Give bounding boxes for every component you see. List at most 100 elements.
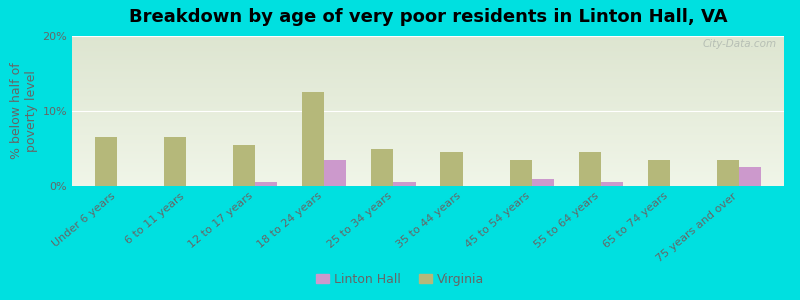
Bar <box>72 60 784 61</box>
Bar <box>72 38 784 39</box>
Bar <box>72 46 784 47</box>
Bar <box>578 152 601 186</box>
Bar <box>72 51 784 52</box>
Bar <box>72 109 784 110</box>
Bar <box>72 140 784 141</box>
Bar <box>72 118 784 119</box>
Bar <box>72 165 784 166</box>
Bar <box>72 79 784 80</box>
Bar <box>72 84 784 85</box>
Bar <box>72 167 784 168</box>
Bar <box>72 44 784 45</box>
Bar <box>72 47 784 48</box>
Bar <box>72 62 784 63</box>
Bar <box>72 180 784 181</box>
Bar <box>72 150 784 151</box>
Bar <box>72 59 784 60</box>
Bar <box>72 147 784 148</box>
Bar <box>72 95 784 96</box>
Bar <box>72 108 784 109</box>
Bar <box>72 151 784 152</box>
Legend: Linton Hall, Virginia: Linton Hall, Virginia <box>311 268 489 291</box>
Bar <box>72 73 784 74</box>
Bar <box>72 69 784 70</box>
Bar <box>739 167 761 186</box>
Bar <box>72 99 784 100</box>
Bar <box>72 139 784 140</box>
Bar <box>72 112 784 113</box>
Bar <box>72 124 784 125</box>
Bar <box>72 106 784 107</box>
Bar <box>72 161 784 162</box>
Bar <box>72 98 784 99</box>
Bar <box>72 175 784 176</box>
Bar <box>72 173 784 174</box>
Bar <box>72 40 784 41</box>
Bar <box>441 152 462 186</box>
Bar <box>72 67 784 68</box>
Bar <box>72 156 784 157</box>
Bar <box>72 143 784 144</box>
Bar <box>72 123 784 124</box>
Bar <box>72 50 784 51</box>
Bar <box>72 54 784 55</box>
Bar <box>72 42 784 43</box>
Bar <box>72 52 784 53</box>
Bar <box>72 132 784 133</box>
Bar <box>72 154 784 155</box>
Bar <box>72 82 784 83</box>
Bar <box>72 81 784 82</box>
Bar <box>72 122 784 123</box>
Bar <box>72 68 784 69</box>
Bar <box>72 104 784 105</box>
Bar <box>72 185 784 186</box>
Bar <box>72 130 784 131</box>
Text: City-Data.com: City-Data.com <box>702 39 777 49</box>
Bar <box>72 74 784 75</box>
Bar <box>72 155 784 156</box>
Bar <box>72 145 784 146</box>
Bar <box>394 182 415 186</box>
Bar <box>72 80 784 81</box>
Bar <box>72 76 784 77</box>
Bar <box>72 172 784 173</box>
Bar <box>255 182 278 186</box>
Bar <box>72 162 784 163</box>
Bar <box>72 83 784 84</box>
Bar <box>72 181 784 182</box>
Bar <box>72 135 784 136</box>
Bar <box>72 121 784 122</box>
Bar <box>72 113 784 114</box>
Bar <box>72 153 784 154</box>
Bar <box>648 160 670 186</box>
Bar <box>95 137 117 186</box>
Bar <box>72 87 784 88</box>
Bar <box>72 39 784 40</box>
Bar <box>72 100 784 101</box>
Bar <box>72 152 784 153</box>
Bar <box>72 37 784 38</box>
Bar <box>72 177 784 178</box>
Bar <box>72 133 784 134</box>
Bar <box>72 94 784 95</box>
Bar <box>72 119 784 120</box>
Bar <box>72 117 784 118</box>
Bar <box>72 174 784 175</box>
Bar <box>72 56 784 57</box>
Bar <box>532 178 554 186</box>
Bar <box>72 48 784 49</box>
Bar <box>72 65 784 66</box>
Bar <box>72 102 784 103</box>
Bar <box>72 182 784 183</box>
Bar <box>72 146 784 147</box>
Bar <box>601 182 623 186</box>
Bar <box>72 149 784 150</box>
Bar <box>72 142 784 143</box>
Bar <box>72 101 784 102</box>
Bar <box>72 85 784 86</box>
Bar <box>72 116 784 117</box>
Bar <box>72 166 784 167</box>
Bar <box>72 164 784 165</box>
Bar <box>72 169 784 170</box>
Bar <box>72 171 784 172</box>
